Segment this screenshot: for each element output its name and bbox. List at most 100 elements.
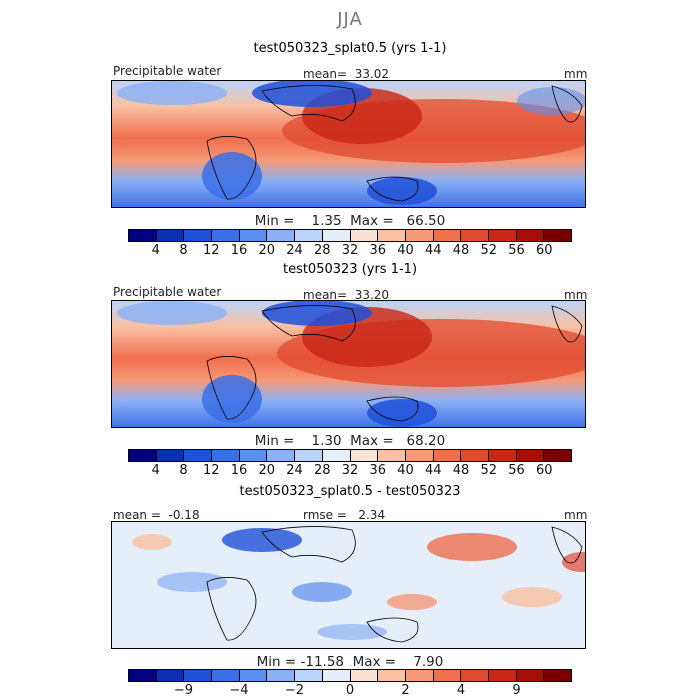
colorbar-swatch (461, 450, 489, 461)
colorbar-tick-label: 40 (397, 243, 414, 258)
colorbar-tick-label: 20 (258, 463, 276, 478)
colorbar-tick-label: 12 (202, 243, 220, 258)
colorbar-swatch (184, 670, 213, 681)
colorbar-swatch (212, 670, 240, 681)
panel2-map (111, 300, 586, 428)
colorbar-tick-label: 16 (230, 243, 248, 258)
colorbar-tick-label: 40 (397, 463, 414, 478)
panel3-rmse-label: rmse = 2.34 (303, 508, 386, 522)
panel3-title: test050323_splat0.5 - test050323 (239, 484, 461, 499)
panel1-colorbar-labels: 4 8 12 16 20 24 28 32 36 40 44 48 52 56 60 (128, 243, 572, 259)
colorbar-swatch (544, 230, 571, 241)
colorbar-swatch (433, 670, 462, 681)
colorbar-tick-label: 28 (313, 463, 331, 478)
colorbar-tick-label: 36 (369, 243, 387, 258)
colorbar-tick-label: 44 (424, 463, 442, 478)
colorbar-swatch (295, 450, 323, 461)
panel2-colorbar (128, 449, 572, 462)
colorbar-tick-label: 60 (535, 463, 553, 478)
panel1-units-label: mm (564, 67, 588, 81)
colorbar-swatch (488, 450, 517, 461)
panel2-min-max: Min = 1.30 Max = 68.20 (254, 433, 446, 449)
panel1-variable-label: Precipitable water (113, 64, 222, 78)
colorbar-swatch (461, 670, 489, 681)
colorbar-tick-label: −9 (173, 683, 194, 698)
colorbar-tick-label: 4 (151, 463, 160, 478)
panel3-mean-label: mean = -0.18 (113, 508, 200, 522)
colorbar-tick-label: 44 (424, 243, 442, 258)
colorbar-swatch (516, 450, 545, 461)
colorbar-swatch (267, 450, 296, 461)
panel1-colorbar (128, 229, 572, 242)
colorbar-tick-label: 8 (179, 243, 188, 258)
colorbar-tick-label: 4 (456, 683, 466, 698)
panel1-map (111, 80, 586, 208)
colorbar-tick-label: 12 (202, 463, 220, 478)
colorbar-swatch (156, 450, 185, 461)
colorbar-tick-label: 56 (508, 463, 525, 478)
colorbar-swatch (405, 670, 434, 681)
colorbar-swatch (156, 230, 185, 241)
colorbar-swatch (322, 670, 351, 681)
colorbar-swatch (184, 450, 213, 461)
colorbar-tick-label: 24 (286, 463, 303, 478)
panel3-min-max: Min = -11.58 Max = 7.90 (256, 654, 444, 670)
panel2-title: test050323 (yrs 1-1) (282, 262, 418, 277)
panel2-colorbar-labels: 4 8 12 16 20 24 28 32 36 40 44 48 52 56 60 (128, 463, 572, 479)
colorbar-tick-label: 9 (512, 683, 521, 698)
colorbar-tick-label: −2 (284, 683, 305, 698)
colorbar-tick-label: 60 (535, 243, 553, 258)
panel2-variable-label: Precipitable water (113, 285, 222, 299)
colorbar-swatch (267, 670, 296, 681)
colorbar-tick-label: 56 (508, 243, 525, 258)
colorbar-tick-label: 0 (345, 683, 355, 698)
colorbar-swatch (295, 670, 323, 681)
colorbar-swatch (129, 450, 157, 461)
panel3-map (111, 521, 586, 649)
colorbar-tick-label: 32 (341, 243, 359, 258)
colorbar-tick-label: 24 (286, 243, 303, 258)
colorbar-swatch (156, 670, 185, 681)
panel1-mean-label: mean= 33.02 (303, 67, 390, 81)
panel3-colorbar-labels: −9 −4 −2 0 2 4 9 (128, 683, 572, 699)
colorbar-swatch (488, 230, 517, 241)
colorbar-tick-label: 48 (452, 243, 470, 258)
colorbar-swatch (516, 670, 545, 681)
colorbar-swatch (267, 230, 296, 241)
colorbar-swatch (488, 670, 517, 681)
panel2-mean-label: mean= 33.20 (303, 288, 390, 302)
colorbar-swatch (433, 230, 462, 241)
colorbar-swatch (239, 450, 268, 461)
colorbar-tick-label: 8 (179, 463, 188, 478)
colorbar-swatch (544, 670, 571, 681)
colorbar-swatch (378, 450, 406, 461)
colorbar-swatch (129, 230, 157, 241)
colorbar-swatch (378, 230, 406, 241)
panel3-units-label: mm (564, 508, 588, 522)
colorbar-tick-label: −4 (229, 683, 249, 698)
colorbar-swatch (212, 450, 240, 461)
colorbar-swatch (544, 450, 571, 461)
colorbar-swatch (212, 230, 240, 241)
colorbar-swatch (184, 230, 213, 241)
colorbar-swatch (239, 670, 268, 681)
colorbar-swatch (129, 670, 157, 681)
colorbar-swatch (350, 230, 379, 241)
colorbar-tick-label: 36 (369, 463, 387, 478)
colorbar-swatch (322, 230, 351, 241)
colorbar-swatch (350, 450, 379, 461)
colorbar-swatch (295, 230, 323, 241)
panel2-units-label: mm (564, 288, 588, 302)
panel3-colorbar (128, 669, 572, 682)
colorbar-tick-label: 28 (313, 243, 331, 258)
colorbar-swatch (378, 670, 406, 681)
colorbar-swatch (405, 230, 434, 241)
colorbar-swatch (405, 450, 434, 461)
panel1-min-max: Min = 1.35 Max = 66.50 (254, 213, 446, 229)
colorbar-tick-label: 52 (480, 463, 498, 478)
colorbar-tick-label: 20 (258, 243, 276, 258)
panel1-title: test050323_splat0.5 (yrs 1-1) (253, 41, 447, 56)
colorbar-swatch (433, 450, 462, 461)
colorbar-tick-label: 32 (341, 463, 359, 478)
colorbar-tick-label: 4 (151, 243, 160, 258)
